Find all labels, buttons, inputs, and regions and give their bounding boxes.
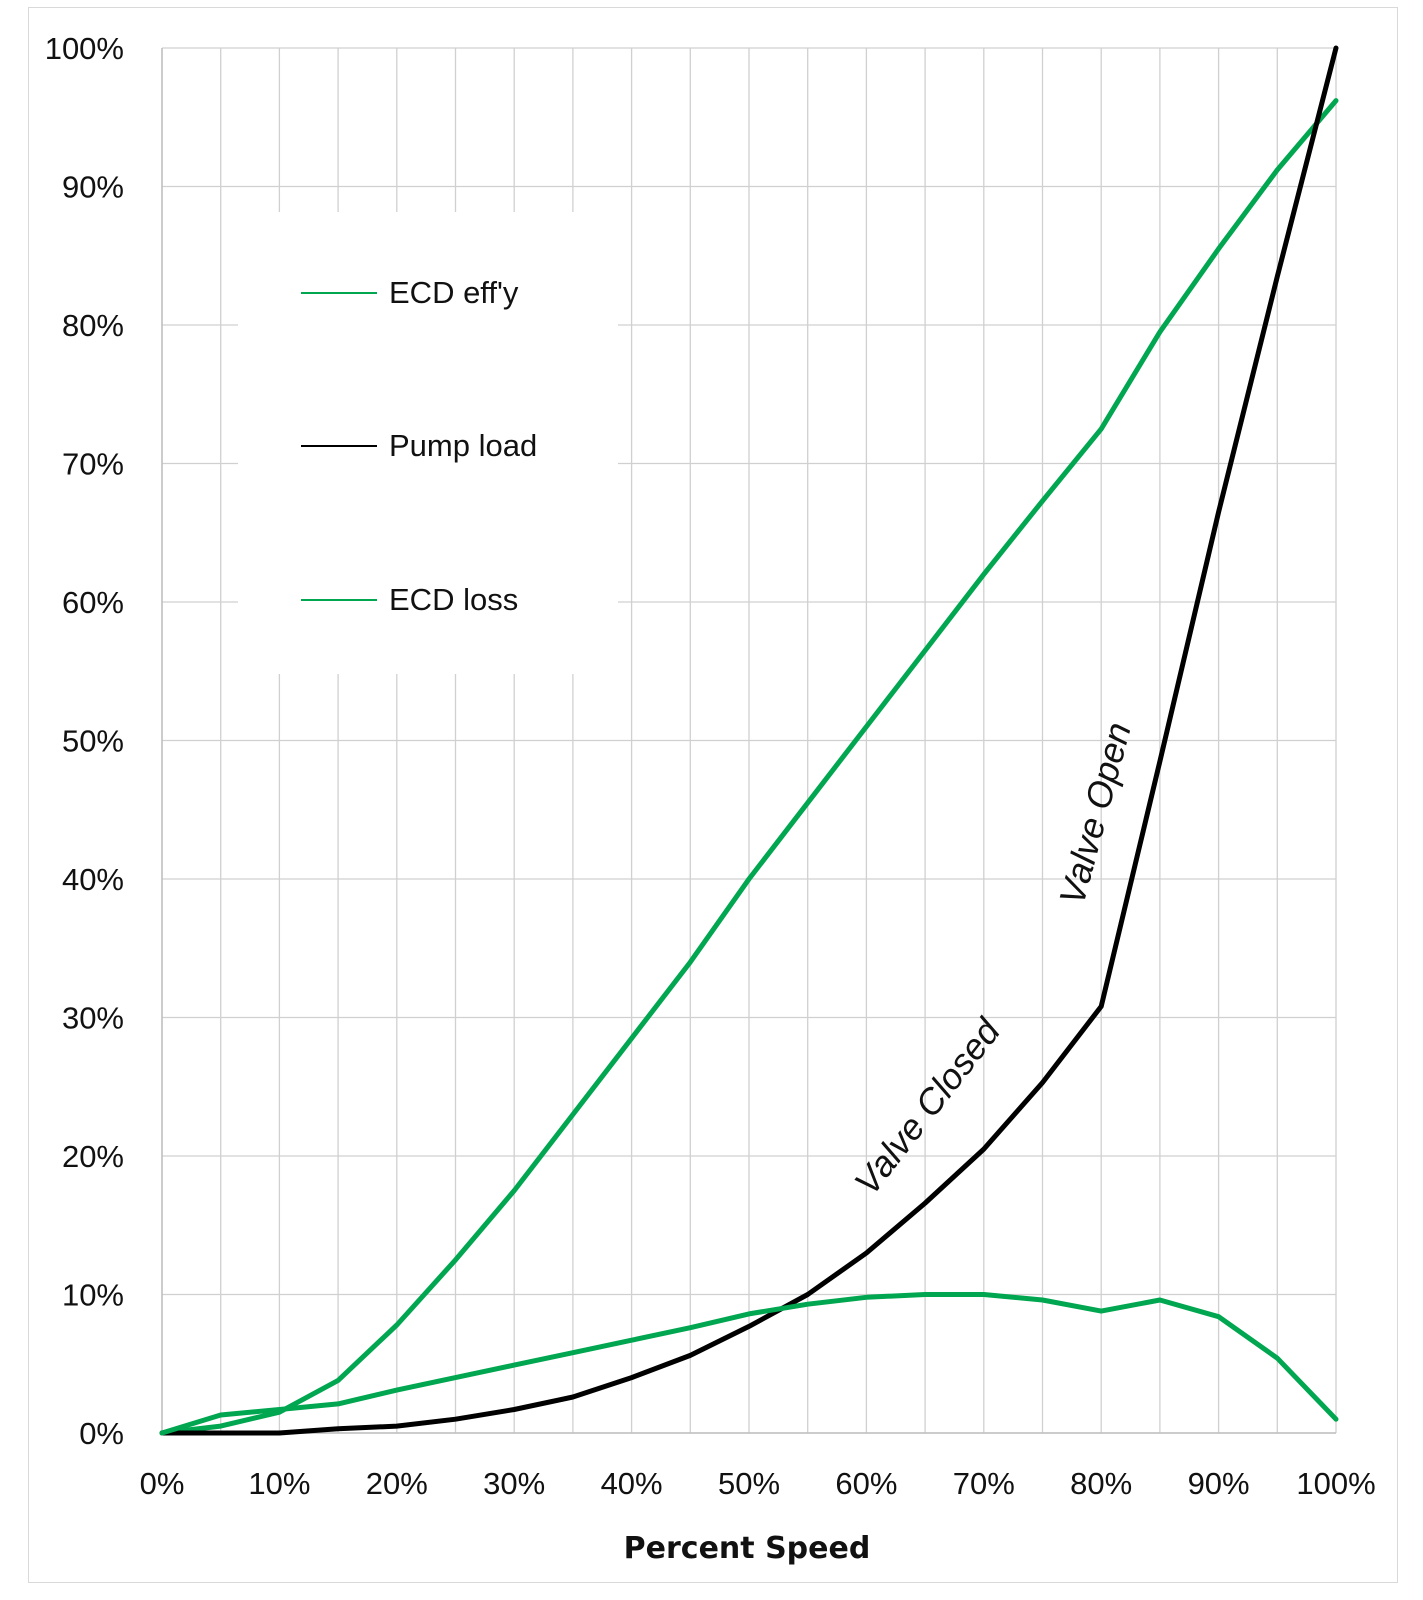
x-tick-label: 30% [483,1466,545,1501]
x-axis-ticks: 0% 10% 20% 30% 40% 50% 60% 70% 80% 90% 100% [140,1466,1376,1501]
legend: ECD eff'y Pump load ECD loss [301,275,537,617]
x-tick-label: 100% [1296,1466,1375,1501]
x-tick-label: 20% [366,1466,428,1501]
x-tick-label: 60% [835,1466,897,1501]
x-tick-label: 70% [953,1466,1015,1501]
y-tick-label: 90% [62,170,124,205]
x-tick-label: 10% [248,1466,310,1501]
y-tick-label: 0% [79,1416,124,1451]
annotation-label: Valve Open [1051,718,1139,909]
y-tick-label: 70% [62,447,124,482]
x-axis-label: Percent Speed [624,1531,871,1566]
y-tick-label: 100% [45,31,124,66]
legend-background [238,212,618,674]
x-tick-label: 80% [1070,1466,1132,1501]
legend-label: ECD loss [389,582,518,617]
y-tick-label: 40% [62,862,124,897]
y-tick-label: 10% [62,1278,124,1313]
x-tick-label: 0% [140,1466,185,1501]
series-lines [159,45,1339,1436]
x-tick-label: 40% [601,1466,663,1501]
series-line-2 [159,1292,1339,1436]
y-tick-label: 20% [62,1139,124,1174]
y-tick-label: 30% [62,1001,124,1036]
y-tick-label: 50% [62,724,124,759]
legend-label: ECD eff'y [389,275,519,310]
y-tick-label: 60% [62,585,124,620]
y-tick-label: 80% [62,308,124,343]
legend-label: Pump load [389,428,537,463]
series-line-0 [159,98,1339,1436]
x-tick-label: 90% [1188,1466,1250,1501]
x-tick-label: 50% [718,1466,780,1501]
legend-box [238,212,618,674]
y-axis-ticks: 0% 10% 20% 30% 40% 50% 60% 70% 80% 90% 100% [45,31,124,1451]
series-line-1 [159,45,1339,1436]
